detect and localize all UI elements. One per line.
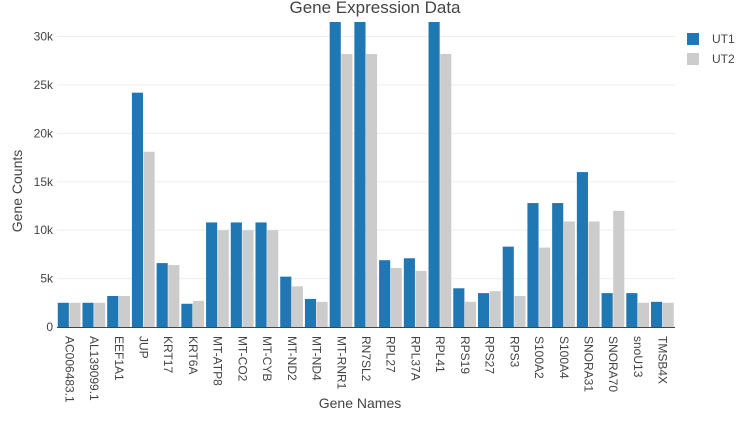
x-tick-label: JUP xyxy=(137,336,151,359)
bar[interactable] xyxy=(390,267,402,327)
x-tick-label: S100A2 xyxy=(532,336,546,379)
y-tick-label: 5k xyxy=(40,272,54,286)
bar[interactable] xyxy=(230,222,242,327)
y-tick-label: 15k xyxy=(34,175,54,189)
bar[interactable] xyxy=(477,293,490,327)
bar[interactable] xyxy=(502,246,514,327)
x-tick-label: EEF1A1 xyxy=(112,336,126,381)
bar[interactable] xyxy=(57,302,69,327)
bar[interactable] xyxy=(329,22,341,327)
y-tick-label: 30k xyxy=(34,30,54,44)
bar[interactable] xyxy=(588,221,600,327)
bar[interactable] xyxy=(107,296,119,327)
x-tick-label: SNORA70 xyxy=(606,336,620,392)
bar[interactable] xyxy=(354,22,366,327)
bar[interactable] xyxy=(82,302,94,327)
bar[interactable] xyxy=(192,300,205,327)
bar[interactable] xyxy=(267,230,279,327)
bar[interactable] xyxy=(613,210,625,327)
bar[interactable] xyxy=(662,302,674,327)
y-tick-label: 10k xyxy=(34,223,54,237)
x-tick-labels: AC006483.1 AL139099.1 EEF1A1 JUP KRT17 KRT6A M… xyxy=(62,336,669,403)
x-tick-label: MT-ND2 xyxy=(285,336,299,381)
y-tick-labels: 0 5k 10k 15k 20k 25k 30k xyxy=(34,30,54,334)
bar[interactable] xyxy=(651,301,663,327)
x-tick-label: MT-ND4 xyxy=(310,336,324,381)
x-tick-label: AL139099.1 xyxy=(87,336,101,401)
bar[interactable] xyxy=(341,53,353,327)
bar[interactable] xyxy=(168,265,180,327)
x-tick-label: MT-ATP8 xyxy=(211,336,225,386)
x-tick-label: MT-CO2 xyxy=(235,336,249,382)
bar[interactable] xyxy=(601,293,613,327)
bar[interactable] xyxy=(379,260,391,327)
x-tick-label: RPS27 xyxy=(483,336,497,374)
bar[interactable] xyxy=(366,53,378,327)
bar[interactable] xyxy=(415,270,427,327)
x-tick-label: MT-RNR1 xyxy=(334,336,348,390)
x-tick-label: TMSB4X xyxy=(656,336,670,384)
bar[interactable] xyxy=(428,22,440,327)
bar[interactable] xyxy=(206,222,218,327)
x-tick-label: RPL41 xyxy=(433,336,447,373)
bar[interactable] xyxy=(514,296,526,327)
bar[interactable] xyxy=(304,298,317,327)
bar[interactable] xyxy=(453,288,465,327)
bar[interactable] xyxy=(69,302,81,327)
bar[interactable] xyxy=(131,92,144,327)
bar[interactable] xyxy=(280,276,292,327)
bar[interactable] xyxy=(143,151,155,327)
bar[interactable] xyxy=(539,247,551,327)
legend-swatch[interactable] xyxy=(687,33,699,45)
bar[interactable] xyxy=(576,172,588,327)
bar[interactable] xyxy=(464,301,476,327)
x-tick-label: S100A4 xyxy=(557,336,571,379)
legend-swatch[interactable] xyxy=(687,53,699,65)
bar[interactable] xyxy=(181,303,193,327)
bar[interactable] xyxy=(637,302,650,327)
x-tick-label: RPL27 xyxy=(384,336,398,373)
bar[interactable] xyxy=(255,222,267,327)
y-tick-label: 25k xyxy=(34,78,54,92)
x-tick-label: RPS19 xyxy=(458,336,472,374)
bar[interactable] xyxy=(156,263,168,327)
bar[interactable] xyxy=(94,302,106,327)
bars xyxy=(57,22,674,327)
bar[interactable] xyxy=(440,53,452,327)
bar[interactable] xyxy=(316,301,328,327)
chart-title: Gene Expression Data xyxy=(289,0,461,17)
y-axis-title: Gene Counts xyxy=(9,150,25,233)
bar[interactable] xyxy=(217,230,229,327)
x-tick-label: AC006483.1 xyxy=(62,336,76,403)
legend-label[interactable]: UT2 xyxy=(712,52,735,66)
bar[interactable] xyxy=(552,203,564,327)
x-tick-label: KRT17 xyxy=(161,336,175,373)
bar[interactable] xyxy=(291,286,303,327)
x-axis-title: Gene Names xyxy=(319,395,401,411)
y-tick-label: 20k xyxy=(34,126,54,140)
x-tick-label: KRT6A xyxy=(186,336,200,374)
x-tick-label: RN7SL2 xyxy=(359,336,373,382)
bar[interactable] xyxy=(403,258,415,327)
bar[interactable] xyxy=(489,291,501,327)
x-tick-label: RPS3 xyxy=(507,336,521,368)
x-tick-label: MT-CYB xyxy=(260,336,274,381)
x-tick-label: SNORA31 xyxy=(581,336,595,392)
bar[interactable] xyxy=(242,230,254,327)
y-tick-label: 0 xyxy=(46,320,53,334)
bar[interactable] xyxy=(563,221,575,327)
bar[interactable] xyxy=(118,296,130,327)
bar[interactable] xyxy=(527,203,539,327)
x-tick-label: RPL37A xyxy=(408,336,422,381)
x-tick-label: snoU13 xyxy=(631,336,645,378)
bar[interactable] xyxy=(626,293,638,327)
legend-label[interactable]: UT1 xyxy=(712,32,735,46)
